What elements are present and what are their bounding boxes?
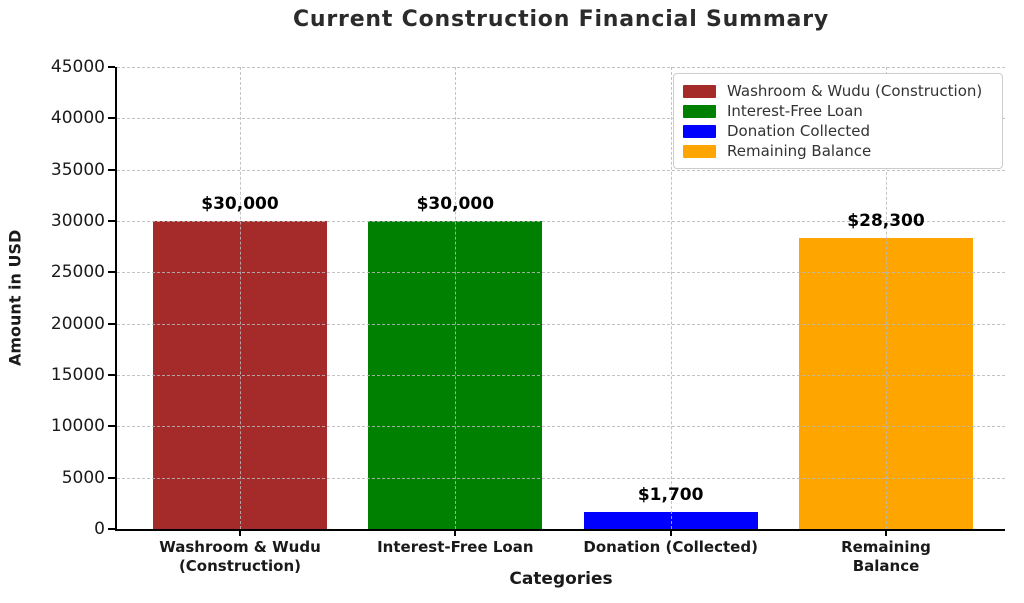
h-gridline (117, 118, 1005, 120)
chart-title: Current Construction Financial Summary (292, 7, 829, 32)
y-tick-label: 15000 (50, 364, 105, 385)
h-gridline (117, 426, 1005, 428)
x-tick-mark (669, 529, 672, 536)
h-gridline (117, 477, 1005, 479)
legend-label: Remaining Balance (727, 142, 872, 160)
v-gridline (670, 67, 672, 529)
x-tick-mark (454, 529, 457, 536)
h-gridline (117, 67, 1005, 68)
legend-item: Washroom & Wudu (Construction) (683, 81, 993, 101)
legend-label: Donation Collected (727, 122, 871, 140)
y-axis-spine (115, 67, 117, 529)
h-gridline (117, 169, 1005, 171)
plot-area: $30,000 $30,000 $1,700 $28,300 0 5000 10000 15… (51, 57, 1005, 575)
y-tick-mark (108, 476, 115, 479)
legend-item: Interest-Free Loan (683, 101, 993, 121)
legend-item: Remaining Balance (683, 141, 993, 161)
v-gridline (239, 67, 241, 529)
y-tick-label: 10000 (50, 416, 105, 437)
legend-swatch (683, 104, 716, 118)
h-gridline (117, 220, 1005, 222)
y-tick-mark (108, 219, 115, 222)
y-tick-mark (108, 117, 115, 120)
y-tick-label: 40000 (50, 108, 105, 129)
y-tick-mark (108, 373, 115, 376)
y-tick-label: 20000 (50, 313, 105, 334)
x-axis-label: Categories (509, 569, 613, 589)
legend-swatch (683, 124, 716, 138)
x-axis-spine (115, 529, 1005, 531)
y-tick-label: 35000 (50, 159, 105, 180)
x-tick-mark (885, 529, 887, 536)
legend-item: Donation Collected (683, 121, 993, 141)
y-tick-mark (108, 322, 115, 325)
legend-swatch (683, 144, 716, 158)
y-tick-mark (108, 168, 115, 171)
y-tick-mark (108, 528, 115, 530)
h-gridline (117, 272, 1005, 274)
x-tick-label: Remaining Balance (841, 538, 931, 575)
v-gridline (455, 67, 457, 529)
v-gridline (886, 67, 887, 529)
y-tick-label: 30000 (50, 210, 105, 231)
h-gridline (117, 374, 1005, 376)
y-tick-mark (108, 271, 115, 274)
y-axis-label: Amount in USD (5, 229, 25, 367)
bar (798, 238, 974, 529)
y-tick-label: 0 (94, 519, 105, 539)
y-tick-label: 45000 (50, 57, 105, 77)
y-tick-mark (108, 425, 115, 428)
x-tick-mark (238, 529, 241, 536)
x-tick-label: Washroom & Wudu (Construction) (159, 538, 321, 575)
h-gridline (117, 323, 1005, 325)
value-label: $28,300 (847, 211, 925, 232)
value-label: $30,000 (201, 194, 279, 215)
legend-label: Washroom & Wudu (Construction) (727, 82, 983, 100)
legend: Washroom & Wudu (Construction) Interest-F… (673, 73, 1003, 169)
x-tick-label: Interest-Free Loan (377, 538, 534, 556)
x-tick-label: Donation (Collected) (583, 538, 758, 556)
value-label: $1,700 (637, 484, 704, 505)
y-tick-label: 5000 (61, 467, 105, 488)
legend-swatch (683, 84, 716, 98)
y-tick-mark (108, 66, 115, 68)
legend-label: Interest-Free Loan (727, 102, 863, 120)
value-label: $30,000 (416, 194, 495, 215)
y-tick-label: 25000 (50, 262, 105, 283)
